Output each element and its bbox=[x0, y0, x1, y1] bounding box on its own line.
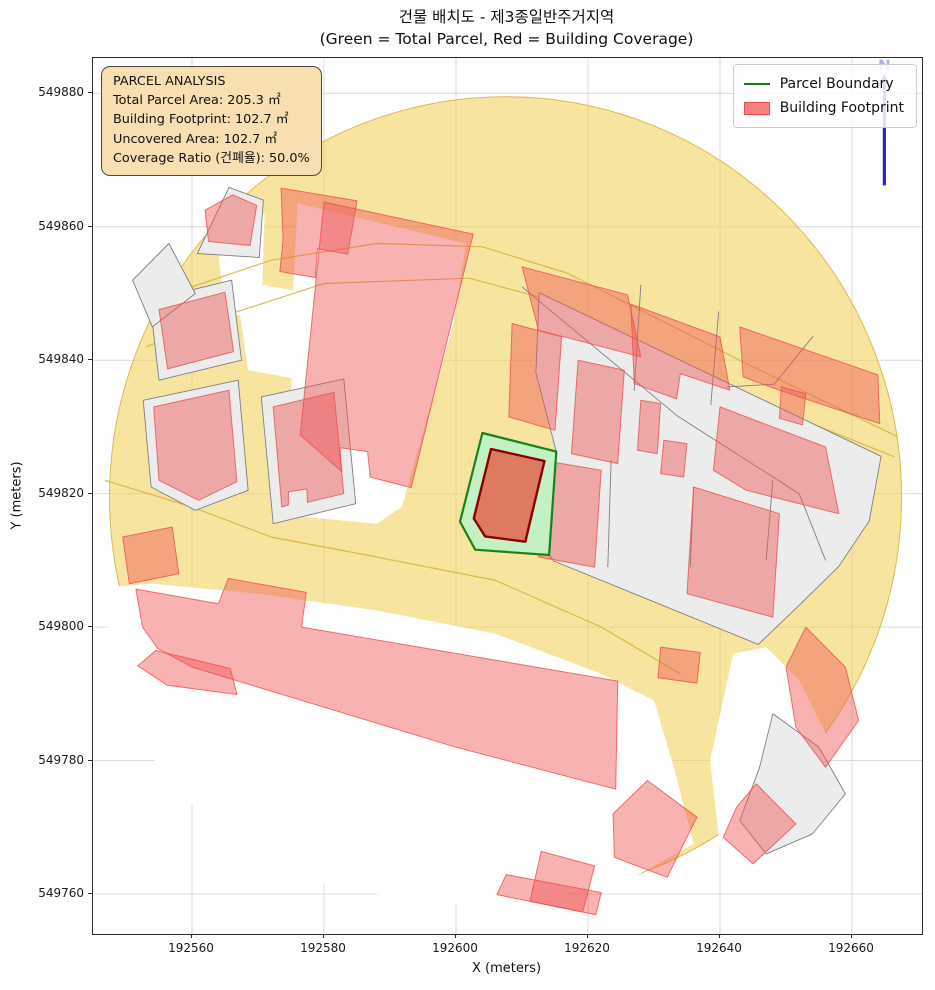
parcel-lines bbox=[521, 286, 827, 561]
tick-mark bbox=[455, 934, 457, 938]
info-box-line: Uncovered Area: 102.7 ㎡ bbox=[113, 131, 278, 147]
tick-mark bbox=[88, 92, 92, 94]
tick-mark bbox=[88, 626, 92, 628]
buildings bbox=[785, 626, 860, 768]
tick-label: 549860 bbox=[38, 218, 84, 233]
tick-mark bbox=[88, 892, 92, 894]
tick-label: 192560 bbox=[168, 941, 214, 955]
buildings bbox=[637, 399, 662, 455]
tick-mark bbox=[88, 359, 92, 361]
tick-label: 192600 bbox=[432, 941, 478, 955]
tick-label: 192620 bbox=[564, 941, 610, 955]
buildings bbox=[739, 326, 881, 425]
tick-label: 549760 bbox=[38, 885, 84, 900]
tick-mark bbox=[587, 934, 589, 938]
buildings bbox=[279, 187, 358, 278]
tick-label: 549780 bbox=[38, 752, 84, 767]
y-axis-label: Y (meters) bbox=[9, 461, 25, 530]
buildings bbox=[122, 526, 180, 585]
tick-mark bbox=[88, 759, 92, 761]
info-box: PARCEL ANALYSIS Total Parcel Area: 205.3… bbox=[101, 66, 322, 176]
tick-label: 192580 bbox=[300, 941, 346, 955]
road-edge-lines bbox=[172, 242, 899, 438]
parcels bbox=[535, 292, 882, 645]
figure-title-block: 건물 배치도 - 제3종일반주거지역 (Green = Total Parcel… bbox=[92, 6, 921, 51]
building-footprint-patch-swatch bbox=[743, 101, 770, 115]
plot-area: N Parcel Boundary Building Footprint PAR… bbox=[92, 57, 923, 935]
buildings bbox=[571, 359, 625, 465]
figure-title: 건물 배치도 - 제3종일반주거지역 bbox=[398, 8, 615, 26]
tick-mark bbox=[191, 934, 192, 938]
buildings bbox=[722, 783, 797, 865]
tick-mark bbox=[851, 934, 853, 938]
buildings bbox=[137, 650, 238, 695]
tick-label: 549880 bbox=[38, 85, 84, 100]
info-box-line: Building Footprint: 102.7 ㎡ bbox=[113, 112, 289, 128]
buildings bbox=[135, 577, 619, 790]
tick-mark bbox=[88, 225, 92, 227]
figure-subtitle: (Green = Total Parcel, Red = Building Co… bbox=[319, 30, 694, 49]
parcel-lines bbox=[710, 311, 720, 405]
tick-label: 549800 bbox=[38, 619, 84, 634]
tick-label: 549840 bbox=[38, 352, 84, 367]
legend: Parcel Boundary Building Footprint bbox=[732, 64, 917, 128]
buildings bbox=[153, 389, 238, 501]
parcel-lines bbox=[765, 480, 774, 561]
legend-label: Parcel Boundary bbox=[779, 76, 894, 92]
parcels bbox=[132, 243, 196, 328]
info-box-line: Coverage Ratio (건폐율): 50.0% bbox=[113, 150, 310, 166]
parcel-lines bbox=[726, 335, 814, 388]
buildings bbox=[657, 646, 701, 684]
parcels bbox=[260, 378, 357, 525]
parcel-lines bbox=[607, 460, 612, 568]
buildings bbox=[521, 266, 642, 358]
buildings bbox=[158, 291, 235, 370]
buildings bbox=[299, 201, 474, 489]
buildings bbox=[496, 874, 602, 916]
tick-label: 192660 bbox=[828, 941, 874, 955]
buildings bbox=[204, 194, 258, 246]
tick-mark bbox=[323, 934, 324, 938]
parcels bbox=[142, 379, 249, 511]
white-areas bbox=[234, 280, 351, 387]
x-axis-label: X (meters) bbox=[471, 961, 542, 976]
buildings bbox=[712, 406, 840, 515]
buildings bbox=[660, 439, 688, 478]
info-box-heading: PARCEL ANALYSIS bbox=[113, 74, 226, 89]
white-areas bbox=[107, 583, 694, 903]
tick-mark bbox=[88, 492, 92, 494]
buildings bbox=[686, 486, 780, 618]
map-svg: N bbox=[93, 58, 922, 934]
tick-label: 192640 bbox=[696, 941, 742, 955]
parcel-boundary-line-swatch bbox=[743, 83, 770, 85]
tick-label: 549820 bbox=[38, 485, 84, 500]
buildings bbox=[612, 780, 698, 878]
site-building bbox=[472, 447, 546, 543]
buildings bbox=[508, 323, 563, 431]
parcels bbox=[196, 186, 264, 258]
legend-label: Building Footprint bbox=[779, 100, 904, 116]
parcels bbox=[739, 713, 846, 855]
info-box-line: Total Parcel Area: 205.3 ㎡ bbox=[113, 93, 281, 109]
buildings bbox=[630, 303, 731, 400]
legend-item-parcel-boundary: Parcel Boundary bbox=[743, 72, 904, 96]
buildings bbox=[272, 391, 345, 508]
parcel-lines bbox=[633, 284, 642, 391]
buildings bbox=[778, 386, 807, 426]
legend-item-building-footprint: Building Footprint bbox=[743, 96, 904, 120]
tick-mark bbox=[719, 934, 721, 938]
